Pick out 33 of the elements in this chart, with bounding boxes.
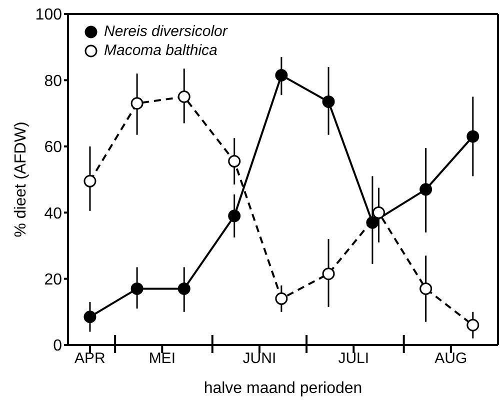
x-tick-label: APR	[74, 350, 106, 367]
y-tick-label: 20	[44, 271, 62, 288]
point	[228, 210, 241, 222]
point	[466, 318, 480, 332]
point	[84, 310, 96, 324]
point	[322, 268, 335, 280]
point	[178, 90, 190, 103]
point	[275, 292, 288, 305]
x-axis-title: halve maand perioden	[204, 380, 362, 397]
x-tick-label: AUG	[434, 350, 468, 367]
point	[275, 68, 288, 82]
legend-label: Macoma balthica	[104, 41, 218, 60]
point	[420, 282, 432, 295]
y-tick-label: 60	[44, 139, 62, 156]
point	[366, 216, 379, 229]
y-tick-label: 100	[35, 6, 62, 24]
y-tick-label: 40	[44, 205, 62, 222]
point	[322, 95, 335, 108]
x-tick-label: JUNI	[242, 350, 276, 367]
y-tick-label: 0	[53, 338, 62, 355]
x-tick-label: JULI	[338, 350, 370, 367]
point	[130, 97, 144, 110]
point	[420, 183, 432, 196]
x-tick-label: MEI	[148, 350, 176, 367]
y-axis-title: % dieet (AFDW)	[12, 122, 30, 238]
point	[84, 174, 96, 188]
point	[178, 282, 190, 295]
point	[130, 282, 144, 295]
point	[466, 130, 480, 143]
point	[372, 206, 385, 219]
point	[228, 155, 241, 168]
y-tick-label: 80	[44, 72, 62, 90]
legend-label: Nereis diversicolor	[104, 22, 228, 41]
